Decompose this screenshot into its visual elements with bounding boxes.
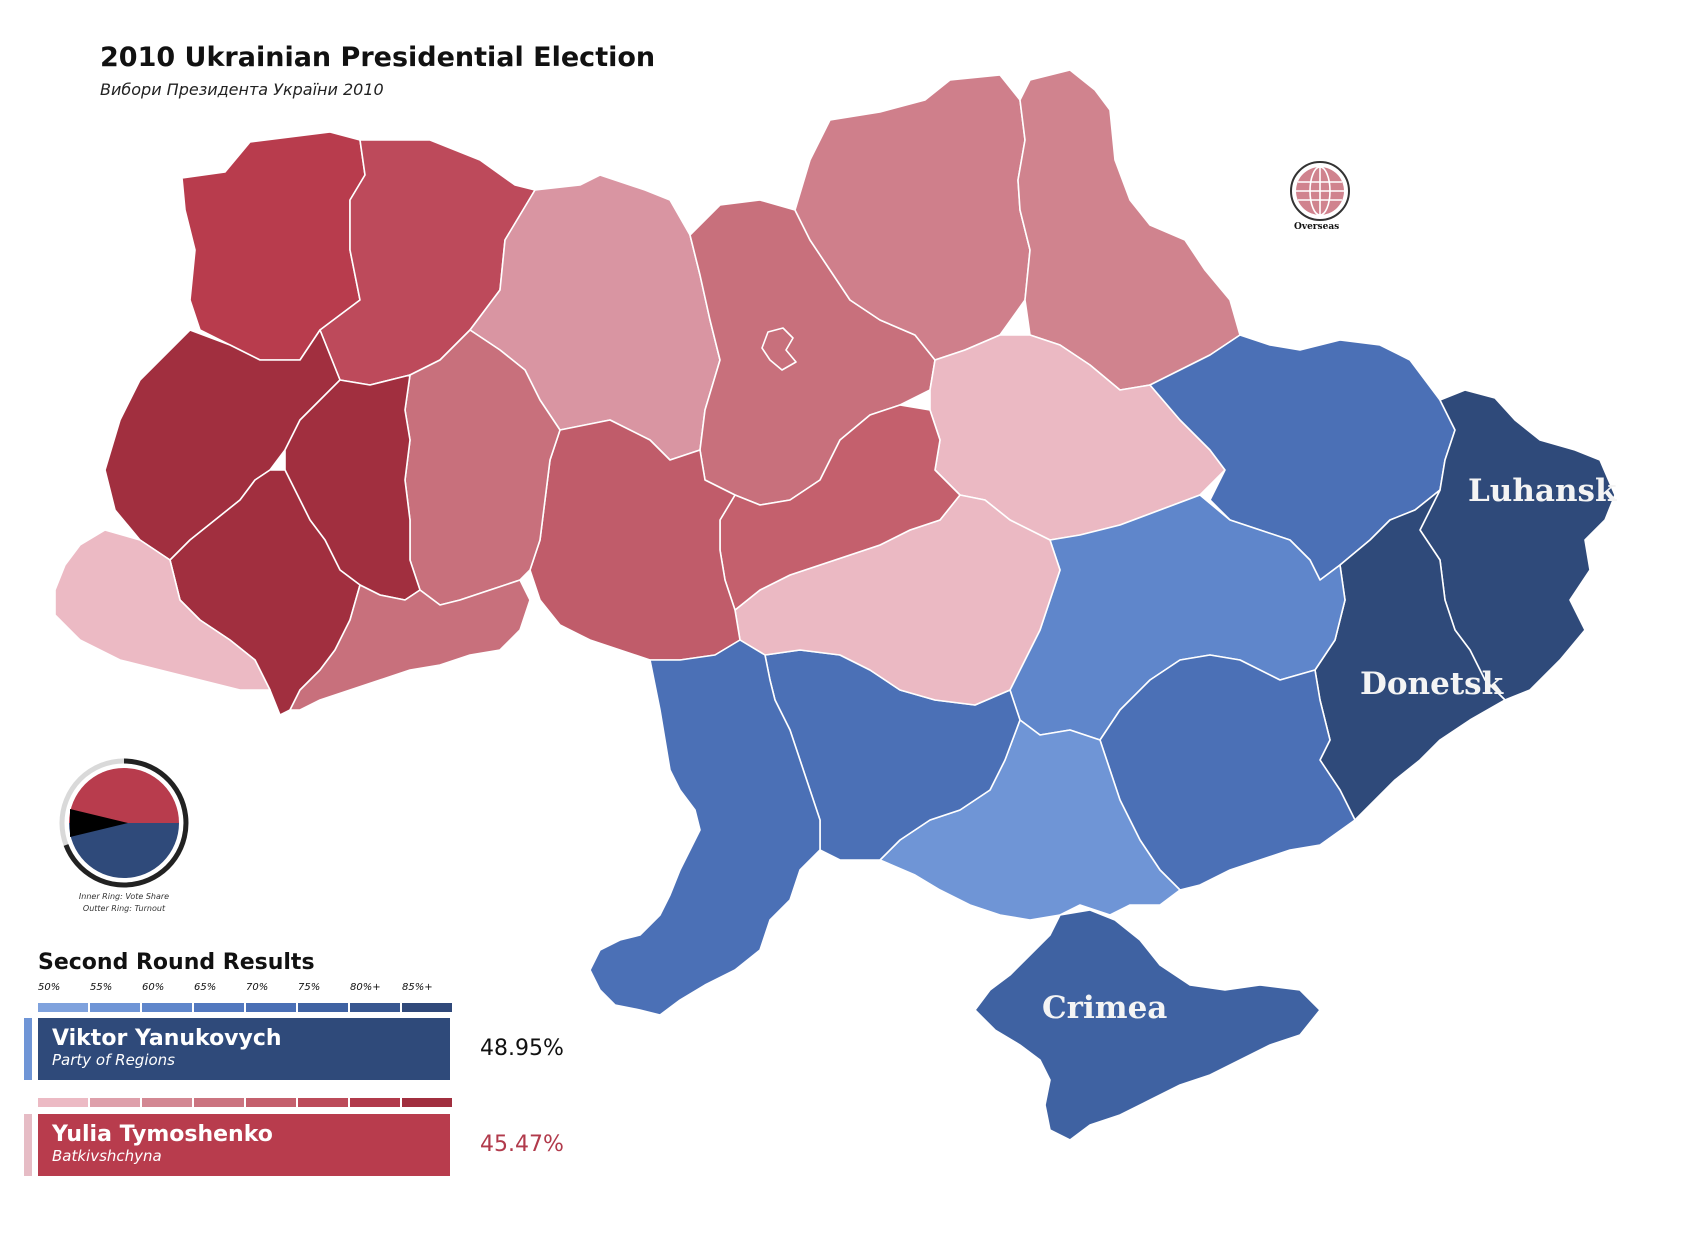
scale-label: 50% <box>38 982 61 993</box>
candidate-name: Viktor Yanukovych <box>52 1026 282 1051</box>
scale-swatch <box>298 1098 348 1107</box>
scale-swatch <box>350 1003 400 1012</box>
label-luhansk: Luhansk <box>1468 473 1617 509</box>
scale-swatch <box>298 1003 348 1012</box>
scale-swatch <box>142 1003 192 1012</box>
results-heading: Second Round Results <box>38 950 315 975</box>
region-zakarpattia[interactable] <box>54 529 271 691</box>
yanukovych-tick <box>24 1018 32 1080</box>
scale-swatch <box>194 1003 244 1012</box>
scale-swatch <box>90 1098 140 1107</box>
scale-labels: 50% 55% 60% 65% 70% 75% 80%+ 85%+ <box>38 982 454 993</box>
scale-label: 75% <box>298 982 321 993</box>
tymoshenko-tick <box>24 1114 32 1176</box>
scale-swatch <box>38 1003 88 1012</box>
scale-swatch <box>350 1098 400 1107</box>
scale-swatch <box>246 1003 296 1012</box>
yanukovych-bar: Viktor Yanukovych Party of Regions <box>38 1018 450 1080</box>
yanukovych-percent: 48.95% <box>480 1036 564 1061</box>
scale-swatch <box>90 1003 140 1012</box>
region-chernivtsi[interactable] <box>289 579 531 711</box>
scale-label: 70% <box>246 982 269 993</box>
globe-icon[interactable] <box>1289 160 1351 222</box>
region-odesa[interactable] <box>589 639 821 1016</box>
tymoshenko-bar: Yulia Tymoshenko Batkivshchyna <box>38 1114 450 1176</box>
scale-swatch <box>38 1098 88 1107</box>
scale-label: 85%+ <box>402 982 433 993</box>
scale-swatch <box>142 1098 192 1107</box>
vote-share-ring <box>59 758 189 888</box>
map-title: 2010 Ukrainian Presidential Election <box>100 42 656 73</box>
scale-swatch <box>194 1098 244 1107</box>
map-subtitle: Вибори Президента України 2010 <box>100 80 384 99</box>
scale-label: 65% <box>194 982 217 993</box>
tymoshenko-percent: 45.47% <box>480 1132 564 1157</box>
candidate-party: Party of Regions <box>52 1051 175 1069</box>
scale-label: 80%+ <box>350 982 381 993</box>
label-crimea: Crimea <box>1042 990 1168 1026</box>
region-crimea[interactable] <box>974 909 1321 1141</box>
scale-swatch <box>402 1003 452 1012</box>
blue-color-scale <box>38 1003 454 1012</box>
region-kyiv-city[interactable] <box>761 327 797 371</box>
ring-caption-outer: Outter Ring: Turnout <box>82 904 166 913</box>
scale-label: 55% <box>90 982 113 993</box>
scale-swatch <box>246 1098 296 1107</box>
overseas-label: Overseas <box>1294 222 1340 232</box>
scale-swatch <box>402 1098 452 1107</box>
label-donetsk: Donetsk <box>1360 666 1504 702</box>
candidate-party: Batkivshchyna <box>52 1147 162 1165</box>
scale-label: 60% <box>142 982 165 993</box>
candidate-name: Yulia Tymoshenko <box>52 1122 273 1147</box>
red-color-scale <box>38 1098 454 1107</box>
ring-caption-inner: Inner Ring: Vote Share <box>78 892 170 901</box>
